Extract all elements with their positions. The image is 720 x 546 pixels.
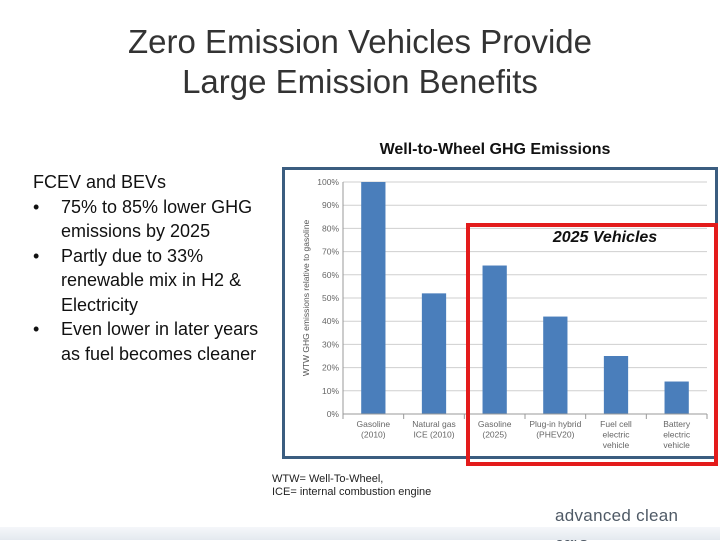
- bar: [421, 293, 447, 414]
- y-tick-label: 80%: [322, 223, 339, 233]
- bar-chart: 0% 10% 20% 30% 40% 50% 60% 70% 80% 90% 100% WTW GHG…: [301, 177, 708, 450]
- y-tick-label: 0%: [327, 409, 340, 419]
- bullet-icon: •: [33, 319, 40, 339]
- title-line-2: Large Emission Benefits: [182, 63, 538, 100]
- x-tick-label: Battery electric vehicle: [663, 419, 691, 450]
- chart-frame: 0% 10% 20% 30% 40% 50% 60% 70% 80% 90% 100% WTW GHG…: [282, 167, 718, 459]
- highlight-box-2025: [466, 223, 718, 466]
- y-axis-label: WTW GHG emissions relative to gasoline: [301, 220, 311, 377]
- x-tick-label: Plug-in hybrid (PHEV20): [529, 419, 581, 440]
- y-tick-label: 100%: [317, 177, 339, 187]
- y-tick-label: 20%: [322, 363, 339, 373]
- y-tick-label: 10%: [322, 386, 339, 396]
- bullet-text: Even lower in later years as fuel become…: [61, 319, 259, 364]
- footnote-line-1: WTW= Well-To-Wheel,: [272, 473, 384, 485]
- y-tick-label: 90%: [322, 200, 339, 210]
- bullet-text: 75% to 85% lower GHG emissions by 2025: [61, 196, 253, 242]
- chart-title: Well-to-Wheel GHG Emissions: [379, 141, 611, 158]
- y-tick-label: 40%: [322, 316, 339, 326]
- y-tick-label: 50%: [322, 293, 339, 303]
- title-line-1: Zero Emission Vehicles Provide: [127, 23, 593, 60]
- footnote-line-2: ICE= internal combustion engine: [272, 486, 432, 498]
- summary-heading: FCEV and BEVs: [33, 172, 167, 192]
- y-tick-label: 70%: [322, 247, 339, 257]
- footnote: WTW= Well-To-Wheel, ICE= internal combus…: [272, 473, 512, 499]
- slide-title: Zero Emission Vehicles Provide Large Emi…: [20, 22, 700, 102]
- x-tick-label: Natural gas ICE (2010): [412, 419, 455, 440]
- bullet-item: • 75% to 85% lower GHG emissions by 2025: [33, 195, 278, 244]
- bar: [664, 381, 689, 414]
- bar: [543, 316, 568, 414]
- bar: [361, 182, 386, 414]
- x-tick-label: Gasoline (2010): [357, 419, 391, 440]
- bullet-item: • Even lower in later years as fuel becom…: [33, 317, 278, 366]
- summary-text: FCEV and BEVs • 75% to 85% lower GHG emis…: [33, 170, 278, 366]
- x-tick-label: Gasoline (2025): [478, 419, 512, 440]
- bar: [603, 356, 629, 414]
- bullet-item: • Partly due to 33% renewable mix in H2 &…: [33, 244, 278, 318]
- bullet-icon: •: [33, 245, 40, 266]
- bullet-text: Partly due to 33% renewable mix in H2 & …: [61, 245, 242, 315]
- x-tick-label: Fuel cell electric vehicle: [600, 419, 632, 450]
- bullet-list: • 75% to 85% lower GHG emissions by 2025 …: [33, 195, 278, 367]
- highlight-label: 2025 Vehicles: [552, 229, 658, 246]
- bar: [482, 265, 507, 414]
- bullet-icon: •: [33, 196, 40, 217]
- y-tick-label: 60%: [322, 270, 339, 280]
- footer-stripe: [0, 527, 720, 540]
- y-tick-label: 30%: [322, 339, 339, 349]
